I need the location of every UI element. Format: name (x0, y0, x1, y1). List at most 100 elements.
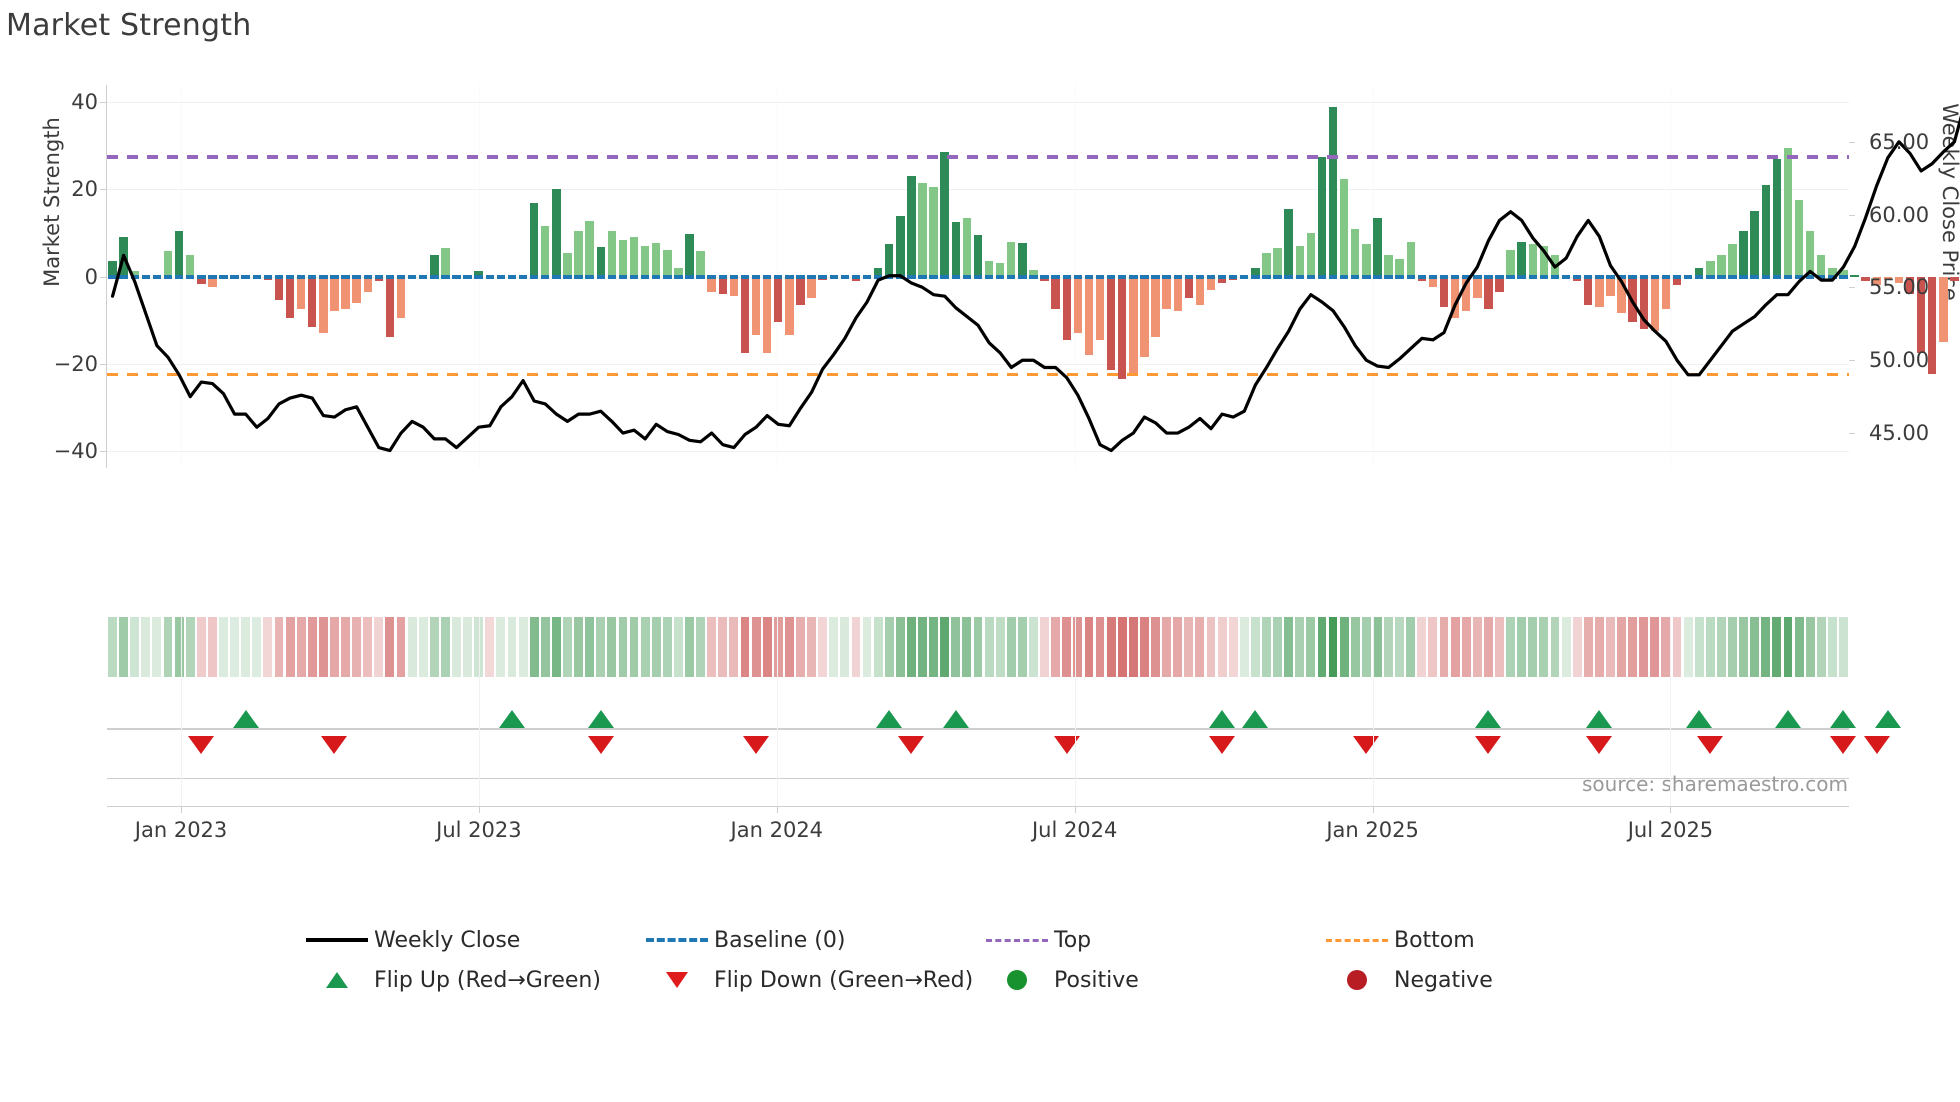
strength-bar (1761, 185, 1770, 277)
strength-bar (108, 261, 117, 277)
heat-cell (1195, 617, 1205, 677)
heat-cell (108, 617, 117, 677)
baseline-segment (829, 274, 838, 279)
baseline-segment (1306, 274, 1316, 279)
y-tick-label-right: 65.00 (1869, 129, 1930, 154)
baseline-segment (785, 274, 794, 279)
strength-bar (563, 252, 572, 277)
heat-cell (1228, 617, 1238, 677)
heat-cell (851, 617, 861, 677)
baseline-segment (1339, 274, 1349, 279)
heat-cell (1639, 617, 1649, 677)
gridline-y (107, 189, 1849, 191)
x-tick-mark (776, 806, 778, 813)
baseline-segment (1328, 274, 1338, 279)
baseline-segment (1195, 274, 1205, 279)
baseline-segment (1794, 274, 1804, 279)
strength-bar (585, 220, 594, 277)
strength-bar (962, 217, 972, 277)
strength-bar (363, 276, 372, 292)
flip-down-marker (321, 736, 348, 754)
top-reference-line (107, 155, 1849, 159)
baseline-segment (252, 274, 261, 279)
strength-bar (1162, 276, 1171, 310)
x-tick-mark (1670, 806, 1672, 813)
flip-up-marker (1209, 710, 1236, 728)
strength-bar (529, 202, 539, 277)
strength-bar (1617, 276, 1626, 314)
baseline-segment (1495, 274, 1504, 279)
heat-cell (1506, 617, 1516, 677)
heat-cell (1794, 617, 1804, 677)
baseline-segment (907, 274, 916, 279)
strength-bar (663, 250, 672, 277)
heat-cell (318, 617, 328, 677)
heat-cell (1217, 617, 1227, 677)
strength-bar (940, 152, 949, 277)
baseline-segment (485, 274, 494, 279)
heat-cell (1417, 617, 1427, 677)
baseline-segment (1805, 274, 1815, 279)
baseline-segment (1728, 274, 1737, 279)
strength-bar (740, 276, 750, 353)
flip-band-axis (107, 728, 1849, 730)
heat-cell (951, 617, 961, 677)
strength-bar (1262, 252, 1271, 277)
baseline-segment (1517, 274, 1526, 279)
baseline-segment (1051, 274, 1060, 279)
baseline-segment (1572, 274, 1582, 279)
heat-cell (651, 617, 661, 677)
baseline-segment (241, 274, 250, 279)
baseline-segment (1694, 274, 1704, 279)
baseline-segment (119, 274, 128, 279)
heat-cell (196, 617, 206, 677)
dotted-line-icon (980, 925, 1054, 955)
baseline-segment (807, 274, 816, 279)
strength-bar (1395, 259, 1404, 277)
strength-bar (1084, 276, 1094, 355)
strength-bar (1295, 246, 1304, 277)
baseline-segment (1228, 274, 1238, 279)
y-tick-mark-right (1849, 433, 1855, 435)
heat-cell (1084, 617, 1094, 677)
baseline-segment (984, 274, 994, 279)
strength-bar (1484, 276, 1493, 310)
legend-item-weekly-close[interactable]: Weekly Close (300, 925, 640, 955)
baseline-segment (263, 274, 273, 279)
baseline-segment (1062, 274, 1071, 279)
strength-bar (1384, 254, 1393, 277)
dashed-line-icon (640, 925, 714, 955)
baseline-segment (873, 274, 883, 279)
heat-cell (1683, 617, 1693, 677)
strength-bar (430, 254, 439, 277)
legend-item-negative[interactable]: Negative (1320, 965, 1660, 995)
x-tick-label: Jan 2023 (134, 818, 228, 842)
heat-cell (1716, 617, 1726, 677)
triangle-down-icon (640, 965, 714, 995)
baseline-segment (552, 274, 561, 279)
flip-up-marker (1774, 710, 1801, 728)
heat-cell (1439, 617, 1449, 677)
legend-item-bottom[interactable]: Bottom (1320, 925, 1660, 955)
heat-cell (1694, 617, 1704, 677)
baseline-segment (374, 274, 384, 279)
baseline-segment (729, 274, 739, 279)
flip-down-marker (1475, 736, 1502, 754)
legend-item-flip-down[interactable]: Flip Down (Green→Red) (640, 965, 980, 995)
heat-cell (1539, 617, 1549, 677)
strength-bar (552, 189, 561, 277)
strength-bar (1439, 276, 1449, 307)
baseline-segment (618, 274, 628, 279)
legend-item-flip-up[interactable]: Flip Up (Red→Green) (300, 965, 640, 995)
heat-cell (574, 617, 583, 677)
strength-bar (1461, 276, 1471, 312)
legend-item-baseline[interactable]: Baseline (0) (640, 925, 980, 955)
flip-up-marker (942, 710, 969, 728)
strength-bar (1939, 276, 1948, 342)
heat-cell (1373, 617, 1382, 677)
legend-item-positive[interactable]: Positive (980, 965, 1320, 995)
legend-item-top[interactable]: Top (980, 925, 1320, 955)
heat-cell (973, 617, 983, 677)
heat-cell (1073, 617, 1083, 677)
strength-bar (851, 276, 861, 281)
